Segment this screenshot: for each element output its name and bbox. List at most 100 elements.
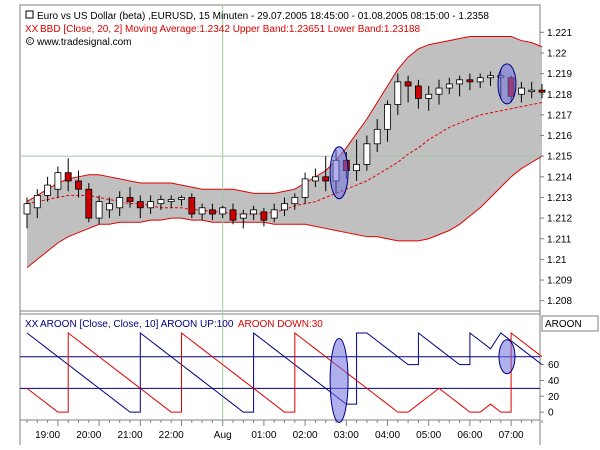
candle bbox=[322, 156, 330, 192]
price-header: Euro vs US Dollar (beta) ,EURUSD, 15 Min… bbox=[25, 10, 489, 48]
candle bbox=[291, 193, 299, 210]
aroon-tick-label: 40 bbox=[548, 376, 560, 387]
candle-body bbox=[229, 209, 237, 221]
candle-body bbox=[106, 203, 113, 211]
candle-body bbox=[373, 128, 381, 145]
candle-body bbox=[487, 75, 494, 79]
x-tick-label: 22:00 bbox=[159, 430, 184, 441]
price-tick-label: 1.208 bbox=[547, 296, 572, 307]
aroon-tick-label: 0 bbox=[548, 408, 554, 419]
bollinger-band-fill bbox=[27, 36, 542, 268]
price-tick-label: 1.214 bbox=[547, 172, 572, 183]
x-tick-label: 20:00 bbox=[76, 430, 101, 441]
candle bbox=[106, 197, 113, 219]
candle bbox=[373, 119, 381, 153]
candle-body bbox=[198, 207, 206, 215]
candle bbox=[353, 139, 361, 181]
candle bbox=[425, 85, 433, 111]
candle-body bbox=[322, 176, 330, 182]
candle bbox=[404, 75, 412, 103]
aroon-indicator-label: AROON [Close, Close, 10] AROON UP:100 bbox=[40, 319, 234, 330]
candle bbox=[414, 79, 422, 109]
website-label: www.tradesignal.com bbox=[36, 37, 131, 48]
candle bbox=[363, 135, 371, 171]
candle-body bbox=[147, 201, 155, 209]
lower-band-line bbox=[26, 155, 543, 269]
candle-body bbox=[44, 184, 51, 196]
candle-body bbox=[445, 83, 453, 89]
candle-body bbox=[270, 209, 278, 219]
candle-body bbox=[178, 197, 185, 200]
candle-body bbox=[157, 199, 165, 205]
candle bbox=[518, 81, 525, 103]
candle-body bbox=[95, 201, 103, 219]
candle bbox=[147, 195, 155, 214]
candle bbox=[64, 158, 72, 192]
candle-body bbox=[33, 194, 41, 209]
candle bbox=[445, 77, 453, 95]
bbd-indicator-label: BBD [Close, 20, 2] Moving Average:1.2342… bbox=[40, 24, 421, 35]
price-tick-label: 1.212 bbox=[547, 214, 572, 225]
candle-body bbox=[476, 77, 484, 83]
candles-layer bbox=[23, 69, 546, 229]
candle bbox=[281, 197, 288, 217]
candle bbox=[476, 73, 484, 89]
candle-body bbox=[281, 203, 288, 211]
chart-title: Euro vs US Dollar (beta) ,EURUSD, 15 Min… bbox=[37, 11, 489, 22]
candle bbox=[33, 189, 41, 219]
candle-body bbox=[208, 209, 216, 215]
bollinger-band-layer bbox=[26, 35, 543, 269]
aroon-axis-label: AROON bbox=[545, 319, 582, 330]
copyright-icon bbox=[26, 37, 34, 45]
candle bbox=[157, 195, 165, 210]
candle bbox=[219, 205, 227, 219]
candle-body bbox=[301, 178, 309, 198]
aroon-header: XX AROON [Close, Close, 10] AROON UP:100… bbox=[25, 319, 323, 330]
aroon-down-line bbox=[26, 331, 543, 413]
candle-body bbox=[363, 143, 371, 165]
price-tick-label: 1.216 bbox=[547, 131, 572, 142]
candle bbox=[528, 81, 536, 99]
candle bbox=[311, 168, 319, 188]
highlight-ellipse bbox=[498, 339, 516, 375]
aroon-marker-icon[interactable]: XX bbox=[25, 319, 39, 330]
x-tick-label: 06:00 bbox=[457, 430, 482, 441]
candle bbox=[250, 205, 258, 221]
price-y-axis: 1.208 1.209 1.21 1.211 1.212 1.213 1.214 1.215 1… bbox=[540, 28, 572, 307]
price-tick-label: 1.215 bbox=[547, 152, 572, 163]
candle-body bbox=[456, 79, 464, 85]
x-tick-label: 07:00 bbox=[499, 430, 524, 441]
price-tick-label: 1.217 bbox=[547, 110, 572, 121]
candle-body bbox=[414, 85, 422, 99]
candle bbox=[466, 73, 474, 91]
copyright-c: c bbox=[28, 39, 31, 45]
x-tick-label: 03:00 bbox=[334, 430, 359, 441]
aroon-down-label: AROON DOWN:30 bbox=[238, 319, 323, 330]
candle-body bbox=[85, 188, 93, 219]
candle bbox=[239, 209, 247, 229]
candle-body bbox=[394, 81, 402, 105]
candle bbox=[384, 100, 391, 142]
title-checkbox-icon[interactable] bbox=[25, 10, 34, 19]
candle-body bbox=[64, 172, 72, 182]
candle-body bbox=[291, 197, 299, 205]
candle-body bbox=[167, 199, 175, 202]
candle-body bbox=[384, 104, 391, 130]
x-tick-label: 01:00 bbox=[251, 430, 276, 441]
candle bbox=[44, 176, 51, 202]
x-tick-label: 02:00 bbox=[293, 430, 318, 441]
candle-body bbox=[116, 197, 124, 209]
highlight-ellipse bbox=[329, 337, 349, 423]
candle bbox=[260, 207, 268, 227]
candle bbox=[75, 170, 82, 198]
candle bbox=[54, 166, 62, 198]
bbd-marker-icon[interactable]: XX bbox=[25, 24, 39, 35]
candle-body bbox=[239, 213, 247, 219]
price-tick-label: 1.22 bbox=[547, 48, 567, 59]
x-tick-label: 19:00 bbox=[35, 430, 60, 441]
candle bbox=[85, 183, 93, 223]
candle bbox=[456, 75, 464, 97]
candle-body bbox=[188, 197, 196, 215]
x-tick-label: 21:00 bbox=[117, 430, 142, 441]
